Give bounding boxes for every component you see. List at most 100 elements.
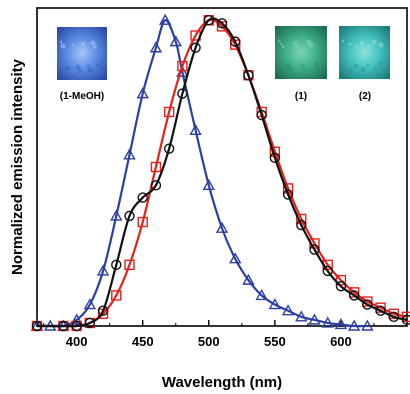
data-point bbox=[177, 88, 188, 99]
data-point bbox=[242, 273, 255, 285]
photo-speckle bbox=[349, 68, 353, 72]
data-point bbox=[335, 274, 347, 286]
photo-speckle bbox=[98, 67, 102, 71]
photo-speckle bbox=[316, 65, 320, 69]
data-point bbox=[215, 221, 229, 233]
data-point bbox=[96, 264, 110, 276]
data-point bbox=[70, 313, 83, 325]
data-point bbox=[335, 281, 347, 292]
data-point bbox=[229, 252, 242, 264]
photo-speckle bbox=[360, 66, 366, 72]
data-point bbox=[169, 35, 182, 47]
data-point bbox=[83, 298, 97, 310]
photo-speckle bbox=[78, 69, 82, 73]
data-point bbox=[281, 304, 295, 316]
photo-label: (1) bbox=[295, 91, 307, 102]
data-point bbox=[388, 311, 399, 323]
data-point bbox=[149, 41, 163, 53]
data-point bbox=[137, 192, 148, 203]
series-line bbox=[37, 18, 408, 328]
data-point bbox=[334, 318, 348, 330]
photo-speckle bbox=[87, 67, 93, 73]
data-point bbox=[84, 317, 96, 329]
data-point bbox=[124, 210, 135, 222]
x-axis-ticks: 400 450 500 550 600 bbox=[43, 320, 408, 349]
data-point bbox=[124, 259, 135, 271]
x-tick-label-550: 550 bbox=[264, 334, 286, 349]
photo-inset-0: (1-MeOH) bbox=[57, 27, 107, 102]
data-point bbox=[189, 123, 202, 136]
data-point bbox=[375, 305, 386, 316]
data-point bbox=[150, 180, 162, 191]
photo-speckle bbox=[279, 42, 283, 46]
series-line bbox=[37, 19, 368, 328]
data-point bbox=[230, 36, 241, 47]
data-point bbox=[163, 106, 175, 118]
photo-speckle bbox=[287, 66, 293, 72]
photo-speckle bbox=[300, 63, 304, 67]
photo-speckle bbox=[355, 45, 359, 49]
data-point bbox=[348, 290, 360, 301]
photo-speckle bbox=[96, 63, 100, 67]
x-tick-label-600: 600 bbox=[330, 334, 352, 349]
photo-label: (2) bbox=[359, 91, 371, 102]
data-point bbox=[111, 259, 122, 271]
photo-speckle bbox=[86, 64, 90, 68]
x-axis-title: Wavelength (nm) bbox=[162, 374, 282, 391]
data-point bbox=[269, 152, 281, 164]
photo-speckle bbox=[90, 40, 96, 46]
series-line bbox=[37, 17, 408, 328]
data-point bbox=[255, 288, 268, 301]
data-point bbox=[31, 320, 43, 332]
sample-photo bbox=[57, 27, 107, 80]
data-point bbox=[203, 15, 214, 26]
data-point bbox=[309, 244, 320, 255]
data-point bbox=[71, 320, 82, 332]
data-point bbox=[110, 209, 123, 221]
photo-speckle bbox=[75, 64, 81, 70]
photo-speckle bbox=[281, 45, 285, 49]
photo-speckle bbox=[293, 41, 297, 45]
photo-speckle bbox=[314, 62, 318, 66]
photo-inset-1: (1) bbox=[275, 26, 327, 102]
data-point bbox=[97, 305, 109, 316]
data-point bbox=[268, 298, 282, 310]
data-point bbox=[282, 189, 294, 200]
photo-speckle bbox=[348, 42, 352, 46]
photo-speckle bbox=[367, 44, 371, 48]
photo-label: (1-MeOH) bbox=[60, 91, 104, 102]
photo-speckle bbox=[66, 66, 70, 70]
data-point bbox=[177, 60, 188, 72]
photo-speckle bbox=[71, 43, 75, 47]
data-point bbox=[361, 319, 374, 331]
data-point bbox=[296, 219, 307, 231]
photo-speckle bbox=[277, 39, 281, 43]
photo-speckle bbox=[341, 39, 345, 43]
photo-speckle bbox=[60, 43, 66, 49]
series-layer bbox=[30, 13, 410, 332]
data-point bbox=[347, 319, 361, 331]
photo-inset-2: (2) bbox=[339, 26, 390, 102]
data-point bbox=[111, 290, 122, 301]
data-point bbox=[190, 42, 201, 53]
data-point bbox=[216, 18, 228, 29]
x-tick-label-400: 400 bbox=[66, 334, 88, 349]
data-point bbox=[322, 265, 333, 277]
data-point bbox=[308, 313, 321, 325]
photo-speckle bbox=[295, 44, 299, 48]
series-2 bbox=[31, 15, 410, 332]
photo-speckle bbox=[83, 46, 87, 50]
photo-speckle bbox=[378, 62, 382, 66]
plot-frame bbox=[36, 7, 408, 327]
x-tick-label-500: 500 bbox=[198, 334, 220, 349]
photo-speckle bbox=[308, 42, 314, 48]
data-point bbox=[362, 299, 373, 310]
photo-speckle bbox=[59, 40, 63, 44]
data-point bbox=[321, 316, 334, 328]
data-point bbox=[137, 216, 148, 228]
photo-speckle bbox=[353, 63, 359, 69]
data-point bbox=[243, 70, 254, 81]
data-point bbox=[295, 310, 308, 322]
photo-speckle bbox=[318, 68, 322, 72]
